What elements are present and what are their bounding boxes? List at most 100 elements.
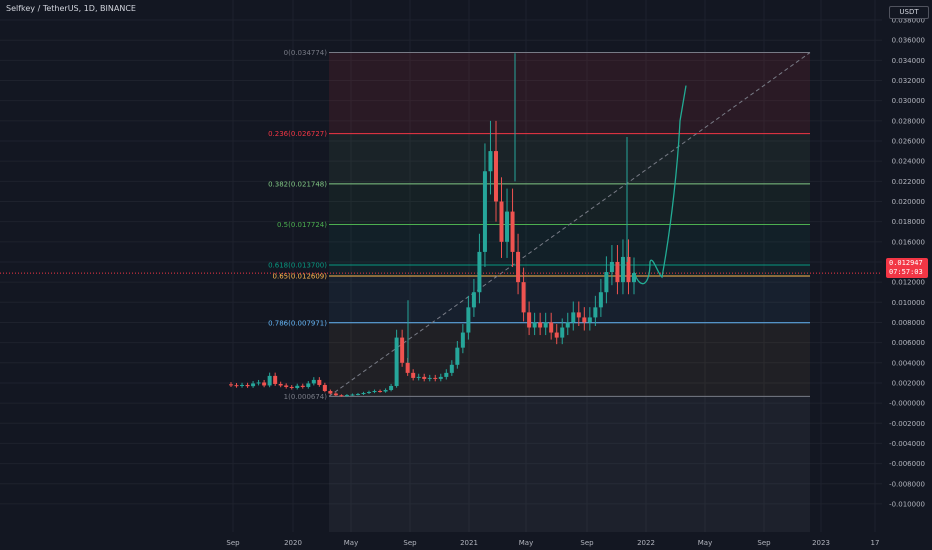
fib-zone — [329, 133, 810, 184]
fib-level-label: 0.236(0.026727) — [268, 130, 327, 138]
candle-body — [549, 322, 554, 333]
fib-zone — [329, 276, 810, 323]
candle-body — [505, 211, 510, 242]
y-tick-label: -0.010000 — [889, 500, 925, 508]
candle-body — [532, 322, 537, 328]
x-axis: Sep 2020 May Sep 2021 May Sep 2022 May Sep 2023 17 — [226, 539, 879, 547]
fib-zone — [329, 52, 810, 134]
price-series — [229, 53, 636, 397]
candle-body — [311, 379, 316, 384]
candle-body — [394, 337, 399, 386]
fib-level-label: 0(0.034774) — [284, 49, 328, 57]
fib-level-label: 1(0.000674) — [284, 393, 328, 401]
candle-body — [493, 151, 498, 202]
candle-body — [510, 211, 515, 252]
x-tick-label: May — [344, 539, 358, 547]
y-tick-label: -0.000000 — [889, 400, 925, 408]
currency-label[interactable]: USDT — [889, 6, 929, 19]
candle-body — [543, 322, 548, 328]
y-tick-label: -0.008000 — [889, 480, 925, 488]
candle-body — [284, 385, 289, 387]
candle-body — [538, 322, 543, 328]
candle-body — [361, 393, 366, 395]
candle-body — [411, 372, 416, 378]
candle-body — [604, 272, 609, 293]
y-tick-label: -0.006000 — [889, 460, 925, 468]
candle-body — [516, 251, 521, 283]
candle-body — [372, 391, 377, 393]
candle-body — [615, 261, 620, 283]
fib-zone — [329, 183, 810, 225]
y-tick-label: 0.010000 — [892, 299, 925, 307]
candle-body — [240, 384, 245, 386]
candle-body — [609, 261, 614, 273]
candle-body — [295, 385, 300, 388]
candle-body — [234, 385, 239, 387]
x-tick-label: 17 — [871, 539, 880, 547]
candle-body — [593, 307, 598, 318]
candle-body — [576, 312, 581, 318]
bar-countdown: 07:57:03 — [889, 268, 923, 276]
fib-level-label: 0.382(0.021748) — [268, 180, 327, 188]
fib-level-label: 0.65(0.012609) — [273, 273, 328, 281]
candle-body — [405, 362, 410, 373]
candle-body — [560, 327, 565, 338]
y-tick-label: 0.002000 — [892, 379, 925, 387]
candle-body — [626, 256, 631, 283]
y-tick-label: 0.018000 — [892, 218, 925, 226]
candle-body — [477, 251, 482, 293]
candle-body — [245, 384, 250, 387]
candle-body — [289, 386, 294, 388]
candle-body — [598, 292, 603, 308]
fib-retracement: 0(0.034774) 0.236(0.026727) 0.382(0.021748… — [0, 49, 882, 401]
y-tick-label: 0.024000 — [892, 158, 925, 166]
candle-body — [400, 337, 405, 363]
y-tick-label: 0.030000 — [892, 97, 925, 105]
y-tick-label: -0.004000 — [889, 440, 925, 448]
candle-body — [422, 376, 427, 379]
candle-body — [438, 376, 443, 379]
fib-trend-line — [328, 52, 811, 397]
fib-zone — [329, 224, 810, 266]
candle-body — [278, 383, 283, 386]
candle-body — [444, 372, 449, 377]
symbol-title: Selfkey / TetherUS, 1D, BINANCE — [6, 4, 136, 13]
candle-body — [554, 332, 559, 338]
y-tick-label: 0.004000 — [892, 359, 925, 367]
x-tick-label: 2020 — [284, 539, 302, 547]
candle-body — [262, 382, 267, 386]
candle-body — [229, 384, 233, 386]
candle-body — [449, 364, 454, 373]
y-tick-label: -0.002000 — [889, 420, 925, 428]
last-price: 0.012947 — [889, 259, 923, 267]
y-tick-label: 0.032000 — [892, 77, 925, 85]
candle-body — [433, 377, 438, 379]
projection-line — [633, 85, 687, 285]
candle-body — [571, 312, 576, 323]
y-tick-label: 0.016000 — [892, 238, 925, 246]
y-tick-label: 0.028000 — [892, 117, 925, 125]
candle-body — [488, 151, 493, 172]
candle-body — [355, 394, 360, 396]
x-tick-label: May — [519, 539, 533, 547]
fib-zone — [329, 265, 810, 277]
candle-body — [322, 384, 327, 392]
candle-body — [367, 392, 372, 394]
x-tick-label: Sep — [757, 539, 771, 547]
fib-level-label: 0.786(0.007971) — [268, 319, 327, 327]
y-tick-label: 0.034000 — [892, 57, 925, 65]
candle-body — [251, 383, 256, 387]
candle-body — [527, 312, 532, 328]
candle-body — [344, 395, 349, 397]
x-tick-label: May — [698, 539, 712, 547]
projection-path — [633, 85, 687, 285]
grid — [0, 0, 882, 532]
candle-body — [482, 171, 487, 252]
candle-body — [620, 256, 625, 283]
candle-body — [565, 322, 570, 328]
fib-level-label: 0.5(0.017724) — [277, 221, 327, 229]
y-tick-label: 0.006000 — [892, 339, 925, 347]
candle-body — [333, 393, 338, 396]
candle-body — [455, 347, 460, 365]
candle-body — [521, 282, 526, 313]
